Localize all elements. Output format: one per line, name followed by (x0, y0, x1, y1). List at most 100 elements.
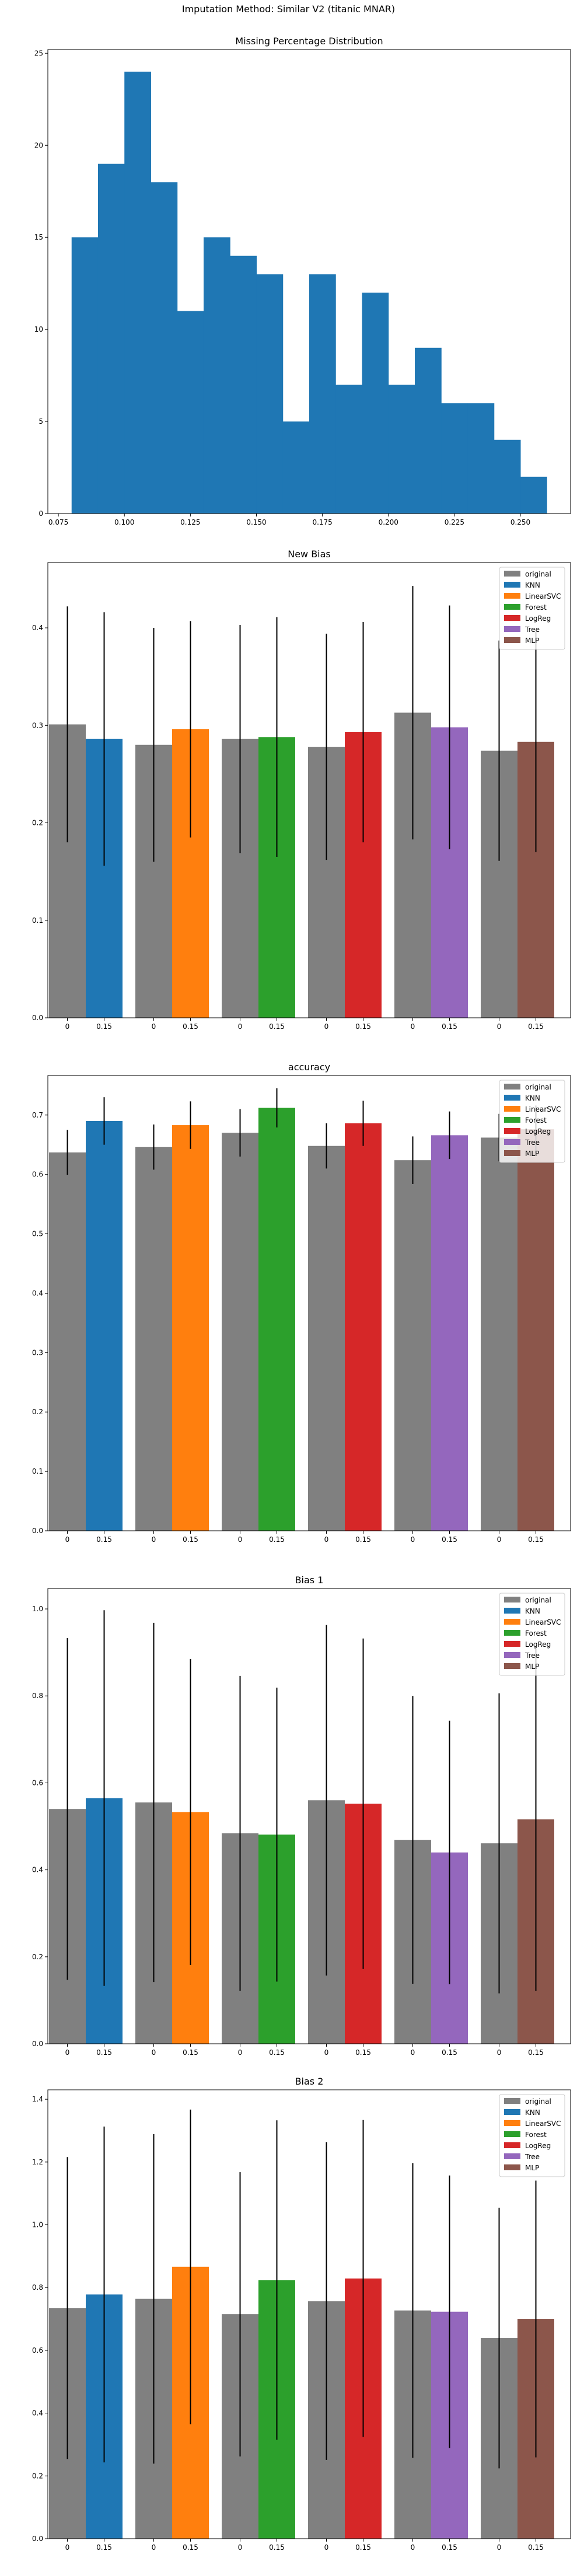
axes-frame (47, 2089, 571, 2539)
legend-label-logreg: LogReg (525, 1127, 551, 1136)
legend-label-mlp: MLP (525, 1663, 539, 1671)
x-tick-label: 0 (497, 2048, 502, 2057)
y-tick-label: 0.3 (32, 1348, 43, 1356)
legend-label-original: original (525, 570, 551, 578)
legend-swatch-mlp (504, 1663, 520, 1669)
y-tick-label: 0.1 (32, 916, 43, 925)
legend-label-forest: Forest (525, 1629, 547, 1637)
x-tick-label: 0 (324, 2543, 329, 2552)
legend-swatch-knn (504, 1095, 520, 1101)
y-tick-label: 0.3 (32, 721, 43, 729)
y-tick-label: 0.0 (32, 2535, 43, 2543)
y-tick-label: 0.6 (32, 1171, 43, 1179)
legend-label-linearsvc: LinearSVC (525, 2120, 561, 2128)
legend: original KNN LinearSVC Forest LogReg Tree MLP (499, 1593, 565, 1676)
y-tick-label: 0.7 (32, 1111, 43, 1119)
histogram-panel: Missing Percentage Distribution 0 5 10 15 20 2… (0, 35, 577, 548)
y-tick-label: 0.2 (32, 819, 43, 827)
legend-swatch-mlp (504, 637, 520, 643)
x-tick-label: 0.075 (48, 518, 68, 526)
histogram-bar (177, 311, 204, 514)
histogram-bar (256, 274, 284, 514)
y-tick-label: 0.2 (32, 1408, 43, 1416)
histogram-bar (124, 71, 151, 514)
y-tick-label: 0.0 (32, 1527, 43, 1535)
x-tick-label: 0.15 (528, 1535, 544, 1544)
x-tick-label: 0.15 (269, 1535, 285, 1544)
x-tick-label: 0.225 (445, 518, 464, 526)
y-tick-label: 0.4 (32, 1289, 43, 1297)
legend-label-knn: KNN (525, 1094, 540, 1102)
x-tick-label: 0 (65, 2048, 70, 2057)
legend-swatch-mlp (504, 2164, 520, 2170)
x-tick-label: 0 (324, 1022, 329, 1031)
legend-label-knn: KNN (525, 581, 540, 589)
axes-frame (47, 562, 571, 1018)
legend-swatch-original (504, 1597, 520, 1602)
histogram-bar (203, 237, 230, 514)
legend-swatch-logreg (504, 1641, 520, 1647)
legend-label-logreg: LogReg (525, 614, 551, 623)
x-tick-label: 0.15 (528, 2048, 544, 2057)
legend-swatch-linearsvc (504, 593, 520, 599)
x-tick-label: 0 (411, 2543, 415, 2552)
y-tick-label: 0.4 (32, 624, 43, 632)
legend-label-logreg: LogReg (525, 1640, 551, 1649)
legend-label-tree: Tree (524, 1651, 540, 1660)
y-tick-label: 1.4 (32, 2095, 43, 2103)
histogram-bar (151, 182, 178, 514)
bar-linearsvc (172, 1125, 209, 1531)
new-bias-panel: New Bias 0.0 0.1 0.2 0.3 0.4 0 0.15 0 0.15 0 0.15 0 0… (0, 548, 577, 1061)
legend-swatch-forest (504, 604, 520, 610)
x-tick-label: 0 (65, 1535, 70, 1544)
histogram-bar (494, 440, 521, 514)
bias-2-chart: Bias 2 0.0 0.2 0.4 0.6 0.8 1.0 1.2 1.4 0 0.15 0 0.15… (32, 2076, 571, 2552)
legend: original KNN LinearSVC Forest LogReg Tree MLP (499, 567, 565, 650)
legend-label-tree: Tree (524, 2153, 540, 2161)
y-tick-label: 0.0 (32, 1014, 43, 1022)
x-tick-label: 0.15 (96, 1022, 112, 1031)
histogram-bar (230, 255, 257, 514)
legend-swatch-knn (504, 1608, 520, 1614)
axes-frame (47, 1588, 571, 2044)
legend-swatch-knn (504, 582, 520, 588)
legend-swatch-tree (504, 626, 520, 632)
legend-label-forest: Forest (525, 1116, 547, 1124)
y-tick-label: 0.4 (32, 2409, 43, 2417)
x-tick-label: 0 (152, 2048, 156, 2057)
legend-label-original: original (525, 1596, 551, 1604)
x-tick-label: 0.15 (442, 1022, 457, 1031)
legend: original KNN LinearSVC Forest LogReg Tree MLP (499, 1080, 565, 1163)
chart-title: Bias 2 (295, 2076, 324, 2087)
x-tick-label: 0.15 (96, 2048, 112, 2057)
y-tick-label: 1.0 (32, 2221, 43, 2229)
legend-swatch-original (504, 571, 520, 577)
x-tick-label: 0 (497, 1535, 502, 1544)
x-tick-label: 0.15 (528, 2543, 544, 2552)
x-tick-label: 0.15 (183, 1022, 198, 1031)
x-tick-label: 0.15 (442, 2543, 457, 2552)
y-tick-label: 15 (34, 233, 43, 241)
y-tick-label: 0 (39, 509, 43, 518)
x-tick-label: 0 (238, 2543, 243, 2552)
x-tick-label: 0 (497, 1022, 502, 1031)
legend: original KNN LinearSVC Forest LogReg Tree MLP (499, 2094, 565, 2177)
bar-forest (258, 1108, 295, 1531)
x-tick-label: 0.15 (183, 1535, 198, 1544)
legend-label-mlp: MLP (525, 637, 539, 645)
chart-title: New Bias (288, 549, 331, 560)
bias-1-chart: Bias 1 0.0 0.2 0.4 0.6 0.8 1.0 0 0.15 0 0.15 0 0.15 0… (32, 1575, 571, 2057)
y-tick-label: 25 (34, 49, 43, 57)
legend-swatch-forest (504, 2131, 520, 2137)
x-tick-label: 0.15 (269, 2543, 285, 2552)
bias-1-panel: Bias 1 0.0 0.2 0.4 0.6 0.8 1.0 0 0.15 0 0.15 0 0.15 0… (0, 1574, 577, 2075)
histogram-bar (309, 274, 336, 514)
x-tick-label: 0.250 (510, 518, 530, 526)
x-tick-label: 0.15 (183, 2543, 198, 2552)
legend-swatch-linearsvc (504, 1106, 520, 1112)
x-tick-label: 0 (152, 1535, 156, 1544)
figure-suptitle: Imputation Method: Similar V2 (titanic M… (181, 3, 396, 15)
bar-logreg (345, 1123, 382, 1531)
x-tick-label: 0 (411, 1535, 415, 1544)
axes-frame (47, 49, 571, 514)
